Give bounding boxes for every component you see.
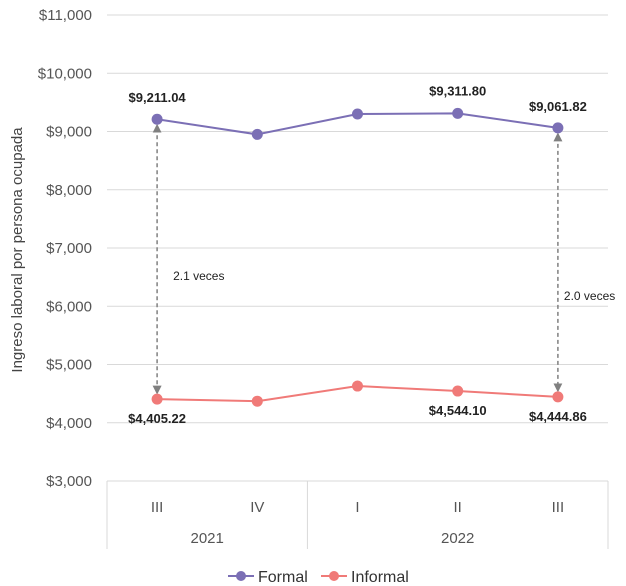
y-tick-label: $4,000 [46,415,92,432]
ratio-label: 2.1 veces [173,269,224,283]
x-tick-label: I [355,499,359,516]
data-point [251,128,263,140]
year-label: 2021 [191,530,224,547]
legend-label: Informal [351,569,409,586]
data-label: $9,061.82 [529,99,587,114]
data-point [452,385,464,397]
y-tick-label: $3,000 [46,473,92,490]
data-point [151,113,163,125]
y-tick-label: $6,000 [46,298,92,315]
legend-label: Formal [258,569,308,586]
data-point [251,395,263,407]
year-label: 2022 [441,530,474,547]
legend: Formal Informal [228,569,409,586]
data-label: $4,405.22 [128,411,186,426]
y-tick-label: $7,000 [46,240,92,257]
data-point [552,122,564,134]
series-lines [151,107,564,407]
annotations: 2.1 veces 2.0 veces [152,123,615,395]
data-point [352,108,363,120]
data-labels: $9,211.04 $9,311.80 $9,061.82 $4,405.22 $4,5… [128,83,587,426]
y-axis-title: Ingreso laboral por persona ocupada [9,127,26,373]
y-tick-label: $11,000 [39,7,92,24]
data-point [352,380,363,392]
y-tick-labels: $3,000 $4,000 $5,000 $6,000 $7,000 $8,000 $9,0… [38,7,92,490]
data-point [552,391,564,403]
x-tick-label: III [552,499,565,516]
data-label: $4,544.10 [429,403,487,418]
x-tick-label: III [151,499,164,516]
y-tick-label: $8,000 [46,182,92,199]
y-tick-label: $9,000 [46,124,92,141]
data-label: $4,444.86 [529,409,587,424]
y-tick-label: $10,000 [38,65,92,82]
x-tick-label: IV [250,499,264,516]
legend-marker [329,571,339,581]
legend-marker [236,571,246,581]
y-tick-label: $5,000 [46,357,92,374]
data-label: $9,211.04 [129,90,187,105]
data-point [151,393,163,405]
ratio-label: 2.0 veces [564,289,615,303]
data-point [452,107,464,119]
data-label: $9,311.80 [429,83,486,98]
x-tick-label: II [454,499,462,516]
gridlines [107,14,608,482]
